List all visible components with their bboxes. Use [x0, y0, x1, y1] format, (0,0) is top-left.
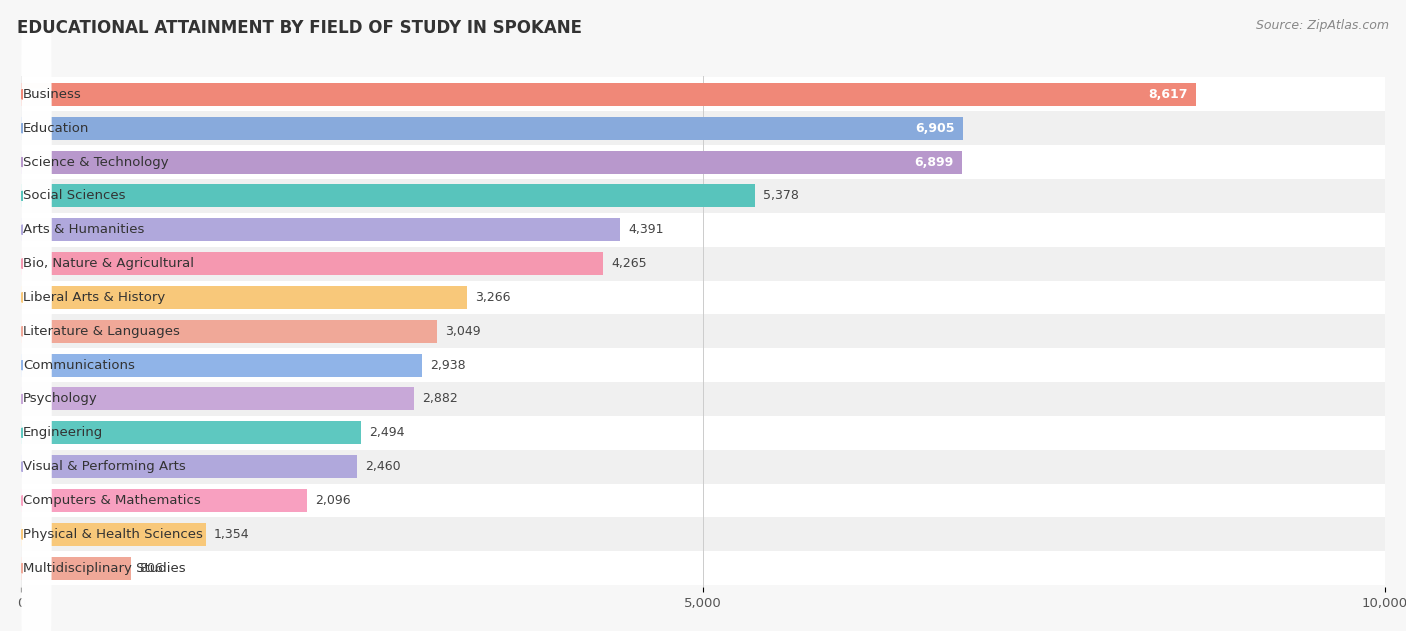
Text: Social Sciences: Social Sciences: [22, 189, 125, 203]
Bar: [21, 83, 1197, 106]
Text: Business: Business: [22, 88, 82, 101]
FancyBboxPatch shape: [21, 326, 52, 473]
Bar: [21, 281, 1385, 314]
Bar: [21, 213, 1385, 247]
FancyBboxPatch shape: [21, 190, 52, 337]
Text: 4,391: 4,391: [628, 223, 664, 236]
Text: 4,265: 4,265: [612, 257, 647, 270]
Text: 2,494: 2,494: [370, 427, 405, 439]
Text: 2,460: 2,460: [364, 460, 401, 473]
FancyBboxPatch shape: [21, 156, 52, 304]
Text: Visual & Performing Arts: Visual & Performing Arts: [22, 460, 186, 473]
Text: Arts & Humanities: Arts & Humanities: [22, 223, 145, 236]
Bar: [21, 551, 1385, 585]
Bar: [21, 78, 1385, 111]
Bar: [21, 450, 1385, 483]
Text: Multidisciplinary Studies: Multidisciplinary Studies: [22, 562, 186, 575]
Bar: [21, 218, 620, 241]
Text: 2,882: 2,882: [422, 392, 458, 406]
Text: 806: 806: [139, 562, 163, 575]
Text: Psychology: Psychology: [22, 392, 98, 406]
Text: 8,617: 8,617: [1149, 88, 1188, 101]
Text: 3,049: 3,049: [446, 325, 481, 338]
Bar: [21, 348, 1385, 382]
Text: EDUCATIONAL ATTAINMENT BY FIELD OF STUDY IN SPOKANE: EDUCATIONAL ATTAINMENT BY FIELD OF STUDY…: [17, 19, 582, 37]
FancyBboxPatch shape: [21, 461, 52, 608]
Text: Education: Education: [22, 122, 90, 134]
Text: 6,905: 6,905: [915, 122, 955, 134]
Text: 2,938: 2,938: [430, 358, 465, 372]
Bar: [21, 416, 1385, 450]
Bar: [21, 247, 1385, 281]
Text: Liberal Arts & History: Liberal Arts & History: [22, 291, 166, 304]
FancyBboxPatch shape: [21, 257, 52, 405]
FancyBboxPatch shape: [21, 88, 52, 236]
Bar: [21, 314, 1385, 348]
FancyBboxPatch shape: [21, 495, 52, 631]
FancyBboxPatch shape: [21, 292, 52, 439]
FancyBboxPatch shape: [21, 122, 52, 269]
Text: 3,266: 3,266: [475, 291, 510, 304]
Bar: [21, 320, 437, 343]
Bar: [21, 483, 1385, 517]
Bar: [21, 111, 1385, 145]
Bar: [21, 353, 422, 377]
Text: 5,378: 5,378: [762, 189, 799, 203]
FancyBboxPatch shape: [21, 393, 52, 540]
Bar: [21, 523, 205, 546]
FancyBboxPatch shape: [21, 359, 52, 507]
FancyBboxPatch shape: [21, 21, 52, 168]
FancyBboxPatch shape: [21, 224, 52, 371]
Bar: [21, 151, 962, 174]
Text: Physical & Health Sciences: Physical & Health Sciences: [22, 528, 202, 541]
Bar: [21, 422, 361, 444]
Bar: [21, 382, 1385, 416]
Text: Literature & Languages: Literature & Languages: [22, 325, 180, 338]
Text: 6,899: 6,899: [914, 155, 953, 168]
Bar: [21, 557, 131, 580]
Bar: [21, 117, 963, 139]
Bar: [21, 179, 1385, 213]
Text: Bio, Nature & Agricultural: Bio, Nature & Agricultural: [22, 257, 194, 270]
Bar: [21, 387, 415, 411]
Text: Science & Technology: Science & Technology: [22, 155, 169, 168]
Bar: [21, 517, 1385, 551]
FancyBboxPatch shape: [21, 427, 52, 574]
Bar: [21, 145, 1385, 179]
Text: 2,096: 2,096: [315, 494, 350, 507]
Bar: [21, 286, 467, 309]
Bar: [21, 455, 357, 478]
Text: Computers & Mathematics: Computers & Mathematics: [22, 494, 201, 507]
Text: Communications: Communications: [22, 358, 135, 372]
Bar: [21, 184, 755, 208]
Text: Source: ZipAtlas.com: Source: ZipAtlas.com: [1256, 19, 1389, 32]
FancyBboxPatch shape: [21, 54, 52, 202]
Text: 1,354: 1,354: [214, 528, 249, 541]
Bar: [21, 252, 603, 275]
Text: Engineering: Engineering: [22, 427, 104, 439]
Bar: [21, 489, 307, 512]
